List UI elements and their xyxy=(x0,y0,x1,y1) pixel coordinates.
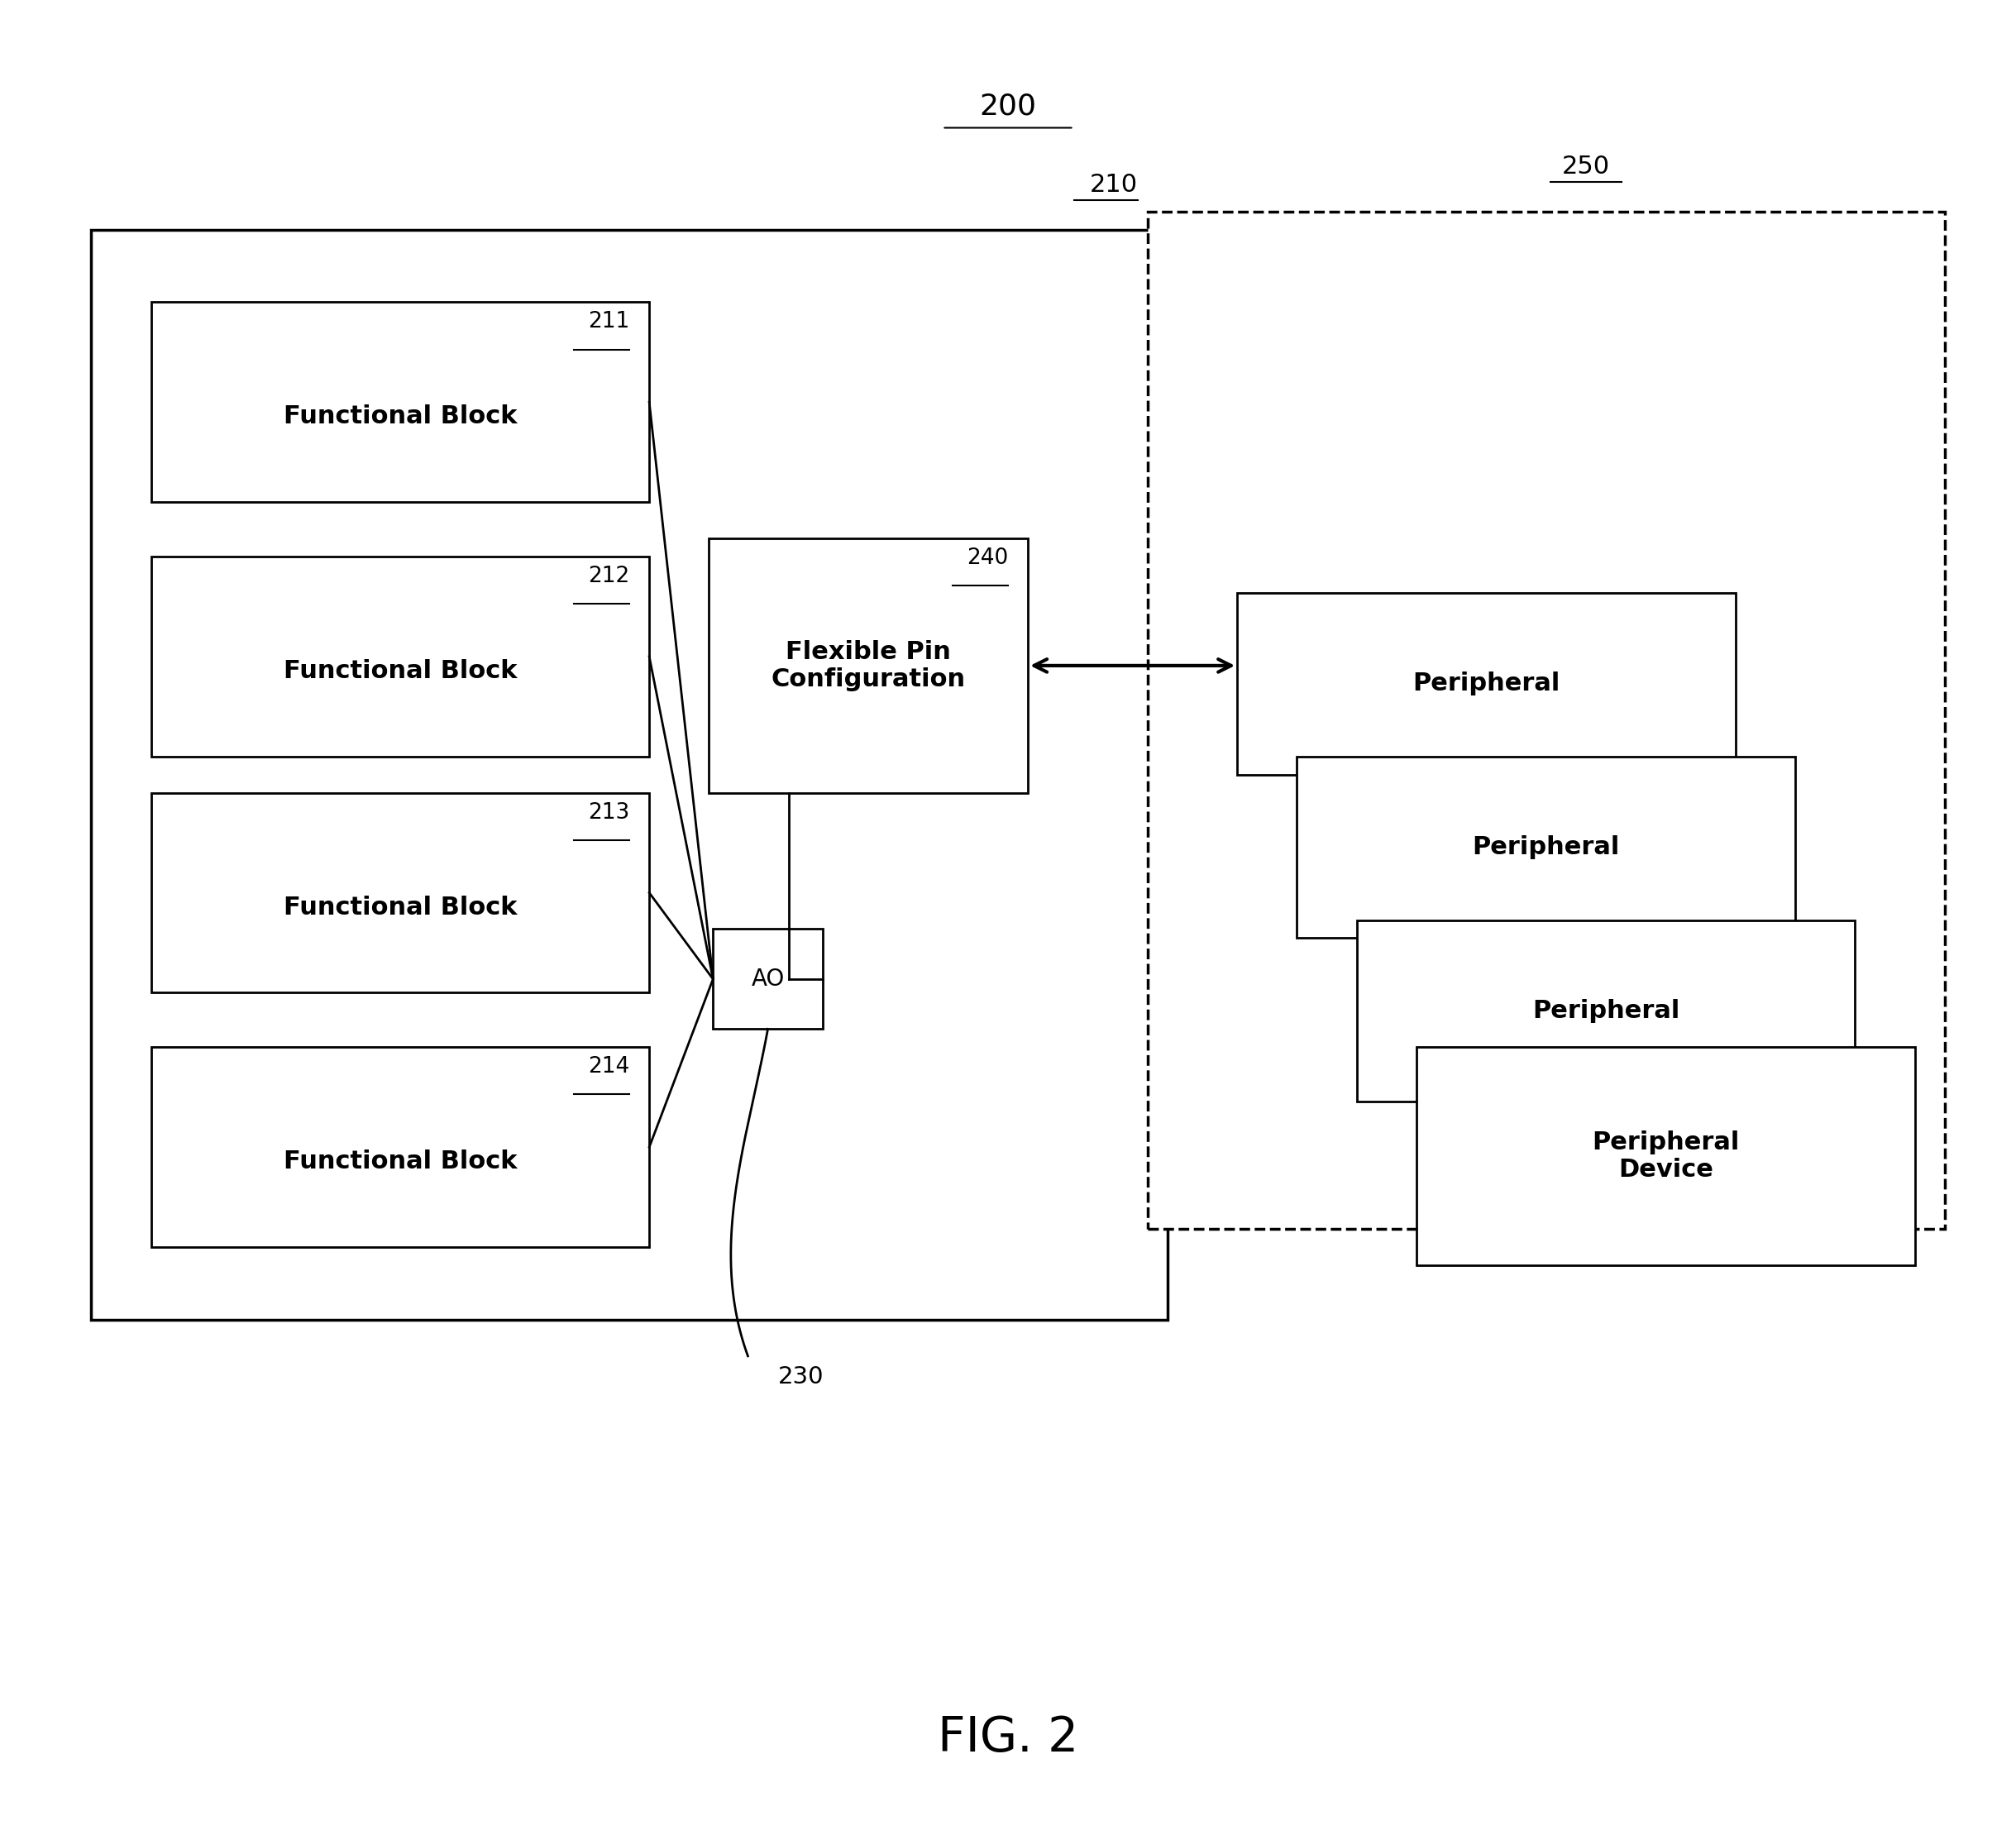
Text: Functional Block: Functional Block xyxy=(284,896,516,920)
Text: 230: 230 xyxy=(778,1365,825,1389)
Text: 214: 214 xyxy=(589,1056,629,1078)
FancyBboxPatch shape xyxy=(151,302,649,502)
Text: 250: 250 xyxy=(1562,155,1611,178)
Text: 200: 200 xyxy=(980,92,1036,120)
Text: FIG. 2: FIG. 2 xyxy=(937,1715,1079,1761)
Text: Peripheral: Peripheral xyxy=(1532,999,1679,1023)
Text: Flexible Pin
Configuration: Flexible Pin Configuration xyxy=(772,640,966,692)
Text: 210: 210 xyxy=(1089,173,1137,197)
Text: 240: 240 xyxy=(966,548,1008,569)
FancyBboxPatch shape xyxy=(151,793,649,994)
Text: Peripheral
Device: Peripheral Device xyxy=(1593,1130,1740,1181)
FancyBboxPatch shape xyxy=(151,556,649,756)
Text: Functional Block: Functional Block xyxy=(284,405,516,429)
Text: Peripheral: Peripheral xyxy=(1472,835,1621,859)
FancyBboxPatch shape xyxy=(710,539,1028,793)
FancyBboxPatch shape xyxy=(151,1047,649,1248)
Text: Functional Block: Functional Block xyxy=(284,1150,516,1174)
Text: Peripheral: Peripheral xyxy=(1413,672,1560,696)
FancyBboxPatch shape xyxy=(1357,920,1855,1102)
Text: Functional Block: Functional Block xyxy=(284,659,516,683)
Text: 213: 213 xyxy=(589,802,629,822)
FancyBboxPatch shape xyxy=(91,230,1167,1319)
Text: 212: 212 xyxy=(589,565,629,587)
FancyBboxPatch shape xyxy=(1417,1047,1915,1266)
Text: AO: AO xyxy=(752,968,784,990)
Text: 211: 211 xyxy=(589,311,629,333)
FancyBboxPatch shape xyxy=(1147,212,1945,1229)
FancyBboxPatch shape xyxy=(1296,756,1794,938)
FancyBboxPatch shape xyxy=(1238,592,1736,775)
FancyBboxPatch shape xyxy=(714,929,823,1029)
